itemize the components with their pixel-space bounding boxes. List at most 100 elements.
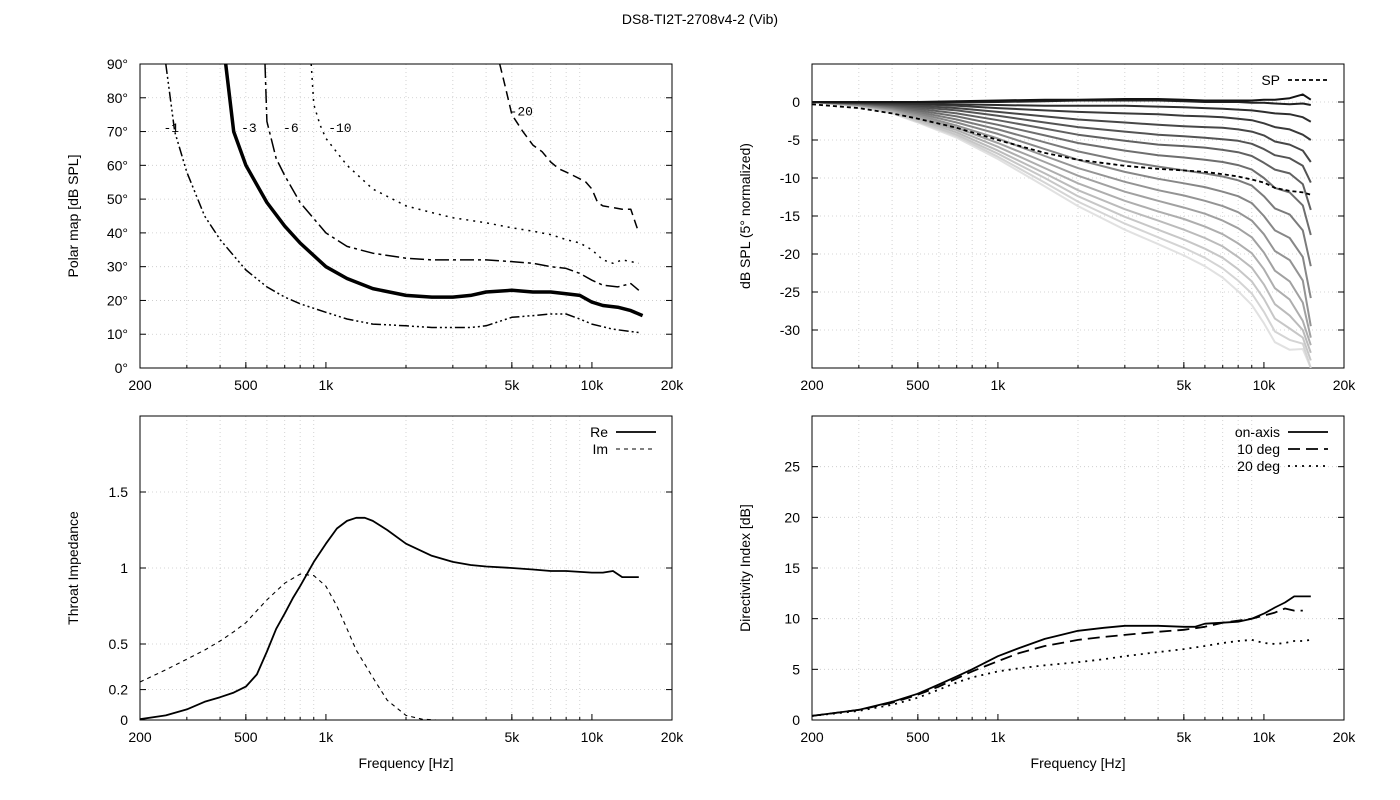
throat-impedance-legend-label: Im: [592, 441, 608, 457]
throat-impedance-x-tick-label: 500: [234, 729, 258, 745]
normalized-spl-x-tick-label: 10k: [1253, 377, 1277, 393]
polar-map-x-tick-label: 1k: [319, 377, 335, 393]
polar-map-y-tick-label: 40°: [107, 225, 128, 241]
polar-map-y-tick-label: 30°: [107, 259, 128, 275]
normalized-spl-series-35-deg: [812, 101, 1312, 184]
directivity-index-series-10 deg: [812, 607, 1303, 717]
normalized-spl-x-tick-label: 1k: [991, 377, 1007, 393]
normalized-spl-series-50-deg: [812, 101, 1312, 267]
throat-impedance-legend-label: Re: [590, 424, 608, 440]
throat-impedance-lines: [140, 516, 639, 720]
polar-map-x-tick-label: 500: [234, 377, 258, 393]
polar-map-y-tick-label: 50°: [107, 191, 128, 207]
normalized-spl-x-tick-label: 5k: [1176, 377, 1192, 393]
directivity-index-panel: 200 500 1k 5k 10k 20k 0 5 10 15 20 25 Directivity In…: [737, 415, 1357, 771]
polar-map-y-tick-label: 10°: [107, 326, 128, 342]
polar-map-y-tick-label: 90°: [107, 56, 128, 72]
directivity-index-series-on-axis: [812, 595, 1311, 717]
normalized-spl-series-90-deg: [812, 101, 1312, 368]
throat-impedance-y-tick-label: 0: [120, 712, 128, 728]
polar-map-y-tick-label: 0°: [115, 360, 128, 376]
directivity-index-y-tick-label: 5: [792, 661, 800, 677]
normalized-spl-series-10-deg: [812, 93, 1312, 103]
plots: 200 500 1k 5k 10k 20k0°10°20°30°40°50°60°70°8…: [65, 56, 1356, 771]
polar-map-y-tick-label: 80°: [107, 90, 128, 106]
polar-map-y-tick-label: 70°: [107, 124, 128, 140]
normalized-spl-panel: 200 500 1k 5k 10k 20k 0 -5 -10 -15 -20 -25 -30 dB SPL…: [737, 63, 1357, 393]
normalized-spl-series-55-deg: [812, 101, 1312, 299]
polar-map-x-tick-label: 10k: [581, 377, 605, 393]
normalized-spl-x-tick-label: 500: [906, 377, 930, 393]
polar-map-contour-label: -10: [328, 121, 351, 136]
throat-impedance-x-tick-label: 20k: [661, 729, 685, 745]
polar-map-series--3: [223, 64, 644, 318]
polar-map-panel: 200 500 1k 5k 10k 20k 0° 10° 20° 30° 40° 50° 60° 70° 8…: [65, 56, 684, 393]
throat-impedance-x-tick-label: 200: [128, 729, 152, 745]
normalized-spl-y-tick-label: 0: [792, 94, 800, 110]
directivity-index-x-tick-label: 5k: [1176, 729, 1192, 745]
throat-impedance-y-tick-label: 1: [120, 560, 128, 576]
normalized-spl-y-tick-label: -30: [780, 322, 800, 338]
polar-map-series--6: [264, 64, 640, 291]
figure-title: DS8-TI2T-2708v4-2 (Vib): [622, 11, 778, 27]
polar-map-y-tick-label: 20°: [107, 292, 128, 308]
polar-map-contour-label: -3: [241, 121, 257, 136]
throat-impedance-y-tick-label: 0.2: [109, 682, 129, 698]
normalized-spl-series-85-deg: [812, 101, 1312, 368]
throat-impedance-series-Re: [140, 516, 639, 720]
directivity-index-x-tick-label: 500: [906, 729, 930, 745]
directivity-index-y-tick-label: 0: [792, 712, 800, 728]
directivity-index-y-tick-label: 25: [784, 459, 800, 475]
throat-impedance-series-Im: [140, 573, 453, 720]
throat-impedance-x-tick-label: 5k: [504, 729, 520, 745]
normalized-spl-legend-label: SP: [1261, 72, 1280, 88]
normalized-spl-x-tick-label: 20k: [1333, 377, 1357, 393]
polar-map-contour-label: -6: [283, 121, 299, 136]
directivity-index-x-tick-label: 10k: [1253, 729, 1277, 745]
throat-impedance-ylabel: Throat Impedance: [65, 511, 81, 625]
normalized-spl-series-sp: [812, 103, 1312, 196]
normalized-spl-series-40-deg: [812, 101, 1312, 211]
directivity-index-xlabel: Frequency [Hz]: [1031, 755, 1126, 771]
polar-map-lines: [165, 64, 644, 334]
directivity-index-ylabel: Directivity Index [dB]: [737, 504, 753, 632]
normalized-spl-y-tick-label: -5: [788, 132, 801, 148]
directivity-index-legend-label: 20 deg: [1237, 458, 1280, 474]
normalized-spl-series-75-deg: [812, 101, 1312, 354]
polar-map-x-tick-label: 20k: [661, 377, 685, 393]
normalized-spl-series-20-deg: [812, 101, 1312, 123]
directivity-index-legend-label: on-axis: [1235, 424, 1280, 440]
directivity-index-x-tick-label: 20k: [1333, 729, 1357, 745]
polar-map-contour-label: -20: [510, 104, 533, 119]
normalized-spl-y-tick-label: -10: [780, 170, 800, 186]
directivity-index-y-tick-label: 20: [784, 509, 800, 525]
normalized-spl-ylabel: dB SPL (5° normalized): [737, 143, 753, 289]
normalized-spl-x-tick-label: 200: [800, 377, 824, 393]
polar-map-y-tick-label: 60°: [107, 157, 128, 173]
throat-impedance-xlabel: Frequency [Hz]: [359, 755, 454, 771]
polar-map-contour-label: -1: [163, 121, 179, 136]
throat-impedance-y-tick-label: 1.5: [109, 484, 129, 500]
polar-map-x-tick-label: 200: [128, 377, 152, 393]
normalized-spl-series-30-deg: [812, 101, 1312, 163]
normalized-spl-lines: [812, 93, 1312, 368]
normalized-spl-series-60-deg: [812, 101, 1312, 327]
directivity-index-lines: [812, 595, 1311, 717]
normalized-spl-y-tick-label: -20: [780, 246, 800, 262]
directivity-index-x-tick-label: 200: [800, 729, 824, 745]
normalized-spl-y-tick-label: -25: [780, 284, 800, 300]
throat-impedance-x-tick-label: 10k: [581, 729, 605, 745]
directivity-index-y-tick-label: 15: [784, 560, 800, 576]
throat-impedance-y-tick-label: 0.5: [109, 636, 129, 652]
normalized-spl-y-tick-label: -15: [780, 208, 800, 224]
polar-map-series--1: [165, 64, 639, 334]
polar-map-x-tick-label: 5k: [504, 377, 520, 393]
normalized-spl-series-80-deg: [812, 101, 1312, 361]
directivity-index-x-tick-label: 1k: [991, 729, 1007, 745]
normalized-spl-series-65-deg: [812, 101, 1312, 338]
directivity-index-y-tick-label: 10: [784, 611, 800, 627]
polar-map-series--20: [498, 64, 640, 234]
polar-map-series--10: [310, 64, 639, 265]
directivity-index-legend-label: 10 deg: [1237, 441, 1280, 457]
